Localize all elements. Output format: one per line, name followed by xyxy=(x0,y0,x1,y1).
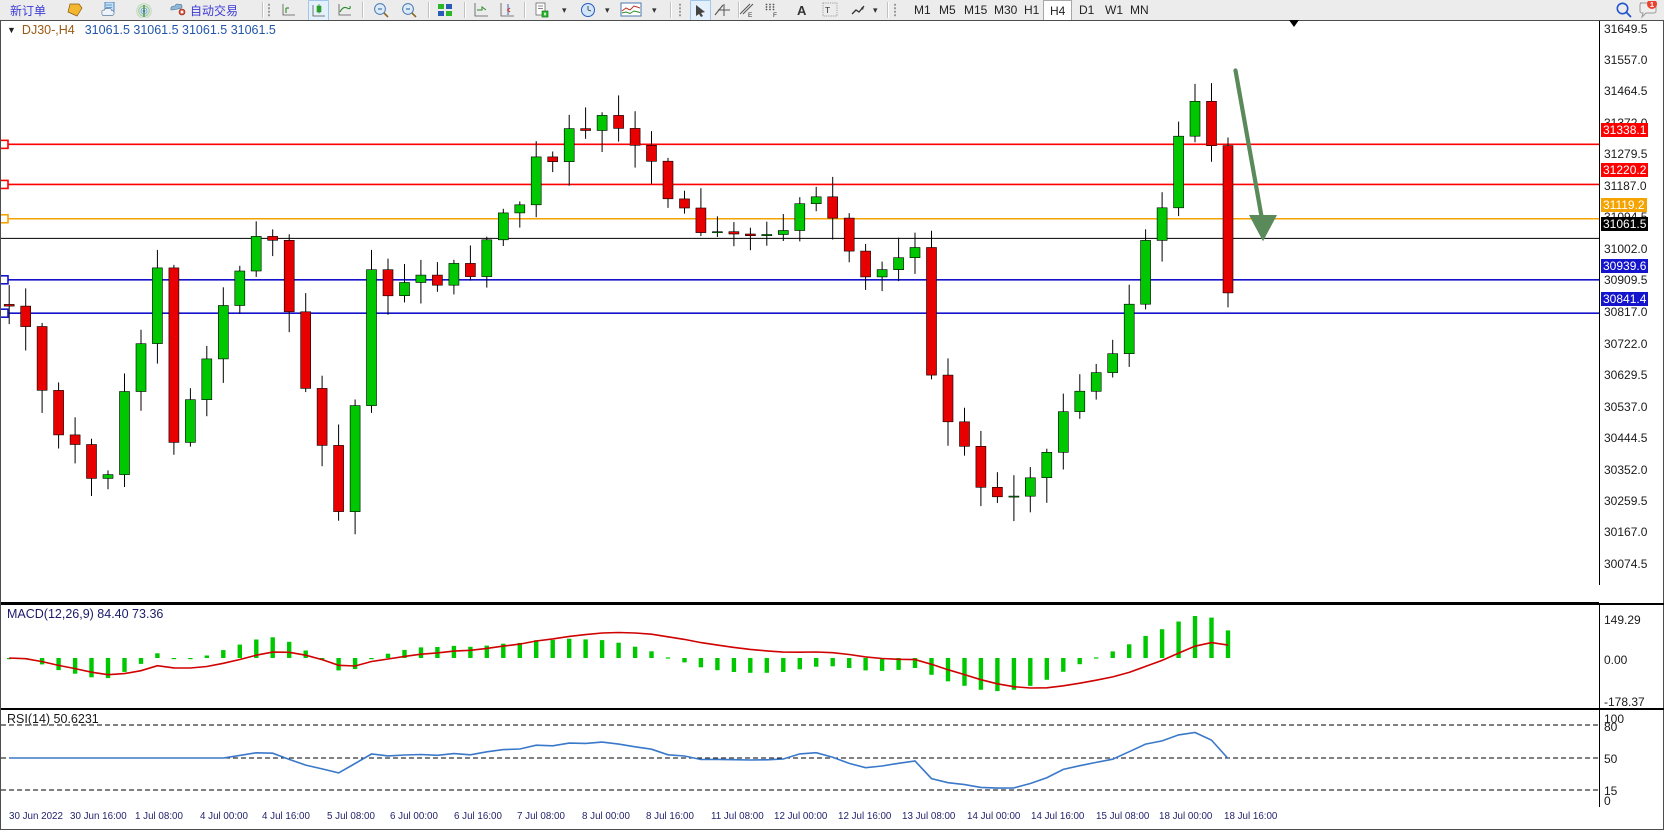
svg-text:E: E xyxy=(748,12,753,18)
svg-text:F: F xyxy=(773,12,777,18)
svg-text:1: 1 xyxy=(1650,1,1654,9)
svg-text:T: T xyxy=(825,5,830,15)
